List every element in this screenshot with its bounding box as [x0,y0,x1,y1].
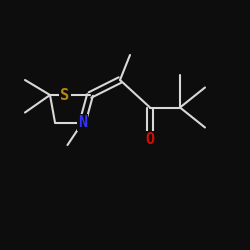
Text: N: N [78,115,87,130]
Text: O: O [146,132,154,148]
Text: S: S [60,88,70,102]
